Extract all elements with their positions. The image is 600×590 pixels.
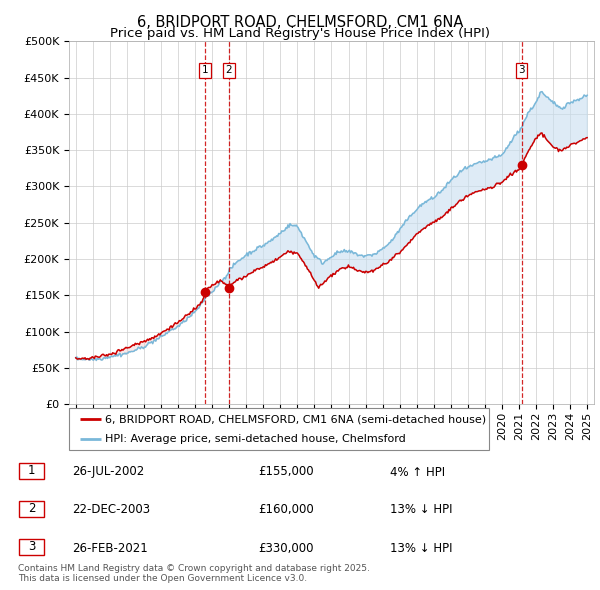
Text: 22-DEC-2003: 22-DEC-2003 <box>72 503 150 516</box>
Text: 13% ↓ HPI: 13% ↓ HPI <box>390 503 452 516</box>
Text: Contains HM Land Registry data © Crown copyright and database right 2025.
This d: Contains HM Land Registry data © Crown c… <box>18 563 370 583</box>
Text: £330,000: £330,000 <box>258 542 314 555</box>
Text: 4% ↑ HPI: 4% ↑ HPI <box>390 466 445 478</box>
FancyBboxPatch shape <box>19 463 44 479</box>
Text: 2: 2 <box>226 65 232 76</box>
Text: 3: 3 <box>518 65 525 76</box>
Text: 1: 1 <box>28 464 35 477</box>
Text: 6, BRIDPORT ROAD, CHELMSFORD, CM1 6NA (semi-detached house): 6, BRIDPORT ROAD, CHELMSFORD, CM1 6NA (s… <box>104 414 486 424</box>
Text: 13% ↓ HPI: 13% ↓ HPI <box>390 542 452 555</box>
FancyBboxPatch shape <box>19 500 44 517</box>
Text: Price paid vs. HM Land Registry's House Price Index (HPI): Price paid vs. HM Land Registry's House … <box>110 27 490 40</box>
Text: 1: 1 <box>202 65 208 76</box>
Text: 26-JUL-2002: 26-JUL-2002 <box>72 466 144 478</box>
Text: 26-FEB-2021: 26-FEB-2021 <box>72 542 148 555</box>
Text: £155,000: £155,000 <box>258 466 314 478</box>
Text: 6, BRIDPORT ROAD, CHELMSFORD, CM1 6NA: 6, BRIDPORT ROAD, CHELMSFORD, CM1 6NA <box>137 15 463 30</box>
Text: 2: 2 <box>28 502 35 515</box>
Text: £160,000: £160,000 <box>258 503 314 516</box>
FancyBboxPatch shape <box>19 539 44 555</box>
FancyBboxPatch shape <box>69 408 489 450</box>
Text: HPI: Average price, semi-detached house, Chelmsford: HPI: Average price, semi-detached house,… <box>104 434 406 444</box>
Text: 3: 3 <box>28 540 35 553</box>
